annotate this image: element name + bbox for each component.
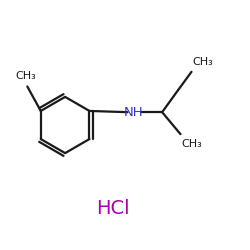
Text: CH₃: CH₃ <box>182 138 203 148</box>
Text: CH₃: CH₃ <box>16 71 36 81</box>
Text: NH: NH <box>124 106 143 119</box>
Text: CH₃: CH₃ <box>193 58 214 68</box>
Text: HCl: HCl <box>96 198 130 218</box>
